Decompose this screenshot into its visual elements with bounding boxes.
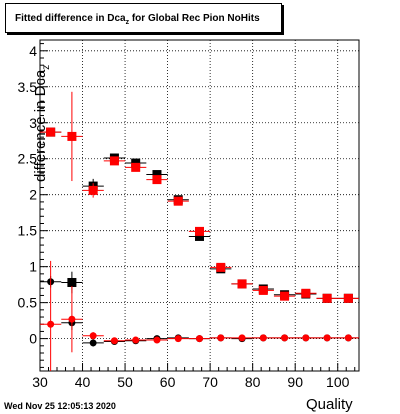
y-axis-label: difference in Dcaz (32, 65, 52, 182)
axis-layer: 30 40 50 60 70 80 90 100 0 0.5 1 1.5 2 2.5 3 3.5 4 (18, 39, 360, 390)
series-group (40, 127, 359, 303)
data-point-square (173, 196, 183, 206)
data-point-circle (344, 334, 352, 342)
data-point-square (109, 156, 119, 166)
chart-title-main: Fitted difference in Dca (15, 13, 126, 24)
x-tick-label: 60 (160, 374, 176, 390)
y-tick-label: 0 (29, 331, 37, 347)
data-point-square (195, 226, 204, 236)
data-point-square (152, 170, 162, 180)
x-tick-label: 70 (202, 374, 218, 390)
data-point-circle (196, 335, 203, 343)
timestamp: Wed Nov 25 12:05:13 2020 (4, 401, 116, 411)
data-point-circle (302, 334, 310, 342)
data-point-square (67, 277, 77, 287)
data-point-circle (174, 335, 182, 343)
y-tick-label: 3.5 (18, 79, 38, 95)
data-point-circle (259, 334, 267, 342)
y-tick-label: 0.5 (18, 295, 38, 311)
data-point-square (152, 175, 162, 185)
x-tick-label: 40 (75, 374, 91, 390)
chart-title-rest: for Global Rec Pion NoHits (129, 13, 260, 24)
data-point-circle (47, 320, 55, 328)
data-point-circle (89, 332, 97, 340)
data-point-circle (217, 334, 225, 342)
y-tick-label: 2 (29, 187, 37, 203)
data-point-circle (68, 315, 76, 323)
data-point-square (343, 293, 353, 303)
data-point-square (195, 231, 204, 241)
y-tick-label: 3 (29, 115, 37, 131)
data-point-square (280, 291, 290, 301)
y-tick-label: 1.5 (18, 223, 38, 239)
data-point-square (131, 162, 141, 172)
data-point-square (237, 279, 247, 289)
title-box: Fitted difference in Dcaz for Global Rec… (5, 3, 282, 33)
y-tick-label: 1 (29, 259, 37, 275)
y-tick-label: 2.5 (18, 151, 38, 167)
series-group (40, 91, 359, 303)
plot-frame (39, 39, 360, 372)
data-point-square (301, 288, 311, 298)
data-point-square (88, 185, 98, 195)
data-point-square (216, 262, 226, 272)
data-point-circle (281, 334, 289, 342)
data-point-circle (153, 336, 161, 344)
x-tick-label: 90 (287, 374, 303, 390)
data-point-circle (238, 334, 246, 342)
chart-title-subscript: z (125, 19, 130, 26)
series-group (40, 260, 359, 371)
x-tick-label: 30 (32, 374, 48, 390)
chart-title: Fitted difference in Dcaz for Global Rec… (15, 13, 260, 26)
data-point-circle (89, 339, 97, 347)
data-point-circle (110, 337, 118, 345)
x-tick-label: 50 (117, 374, 133, 390)
data-point-square (322, 293, 332, 303)
x-axis-label: Quality (306, 396, 353, 413)
x-tick-label: 100 (326, 374, 350, 390)
data-point-square (67, 131, 77, 141)
data-point-circle (323, 334, 331, 342)
data-point-square (46, 127, 56, 137)
data-point-square (258, 285, 268, 295)
y-tick-label: 4 (29, 43, 37, 59)
grid-layer (40, 40, 359, 371)
data-point-circle (132, 336, 140, 344)
series-layer (40, 91, 359, 371)
x-tick-label: 80 (245, 374, 261, 390)
y-axis-label-subscript: z (41, 64, 52, 70)
y-axis-label-main: difference in Dca (32, 69, 49, 182)
